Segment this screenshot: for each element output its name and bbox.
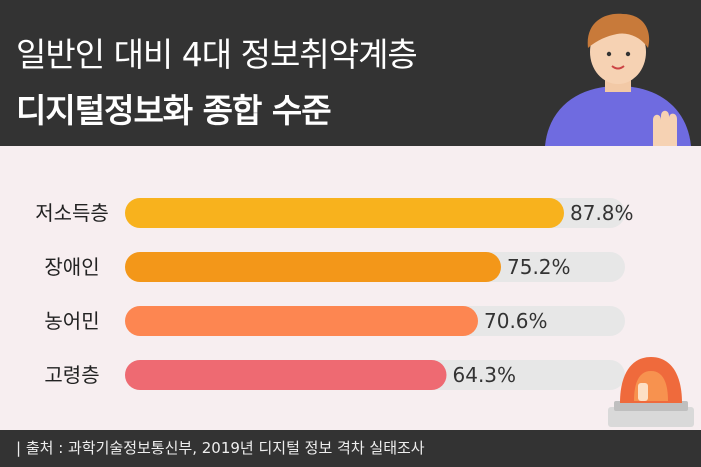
source-text: | 출처 : 과학기술정보통신부, 2019년 디지털 정보 격차 실태조사 xyxy=(16,439,425,457)
title-line-1: 일반인 대비 4대 정보취약계층 xyxy=(16,35,418,74)
bar xyxy=(125,360,447,390)
person-illustration-icon xyxy=(545,13,691,146)
bar-chart: 저소득층 87.8% 장애인 75.2% 농어민 70.6% 고령층 64.3% xyxy=(35,198,634,390)
category-label: 저소득층 xyxy=(35,201,109,225)
category-label: 장애인 xyxy=(44,255,99,279)
category-label: 농어민 xyxy=(44,309,99,333)
footer: | 출처 : 과학기술정보통신부, 2019년 디지털 정보 격차 실태조사 xyxy=(0,430,701,467)
bar xyxy=(125,252,501,282)
bar xyxy=(125,198,564,228)
category-label: 고령층 xyxy=(44,363,99,387)
title-line-2: 디지털정보화 종합 수준 xyxy=(16,91,332,130)
value-label: 64.3% xyxy=(453,363,517,387)
value-label: 75.2% xyxy=(507,255,571,279)
header: 일반인 대비 4대 정보취약계층 디지털정보화 종합 수준 xyxy=(0,0,701,146)
bar xyxy=(125,306,478,336)
value-label: 87.8% xyxy=(570,201,634,225)
value-label: 70.6% xyxy=(484,309,548,333)
siren-icon xyxy=(608,357,694,427)
